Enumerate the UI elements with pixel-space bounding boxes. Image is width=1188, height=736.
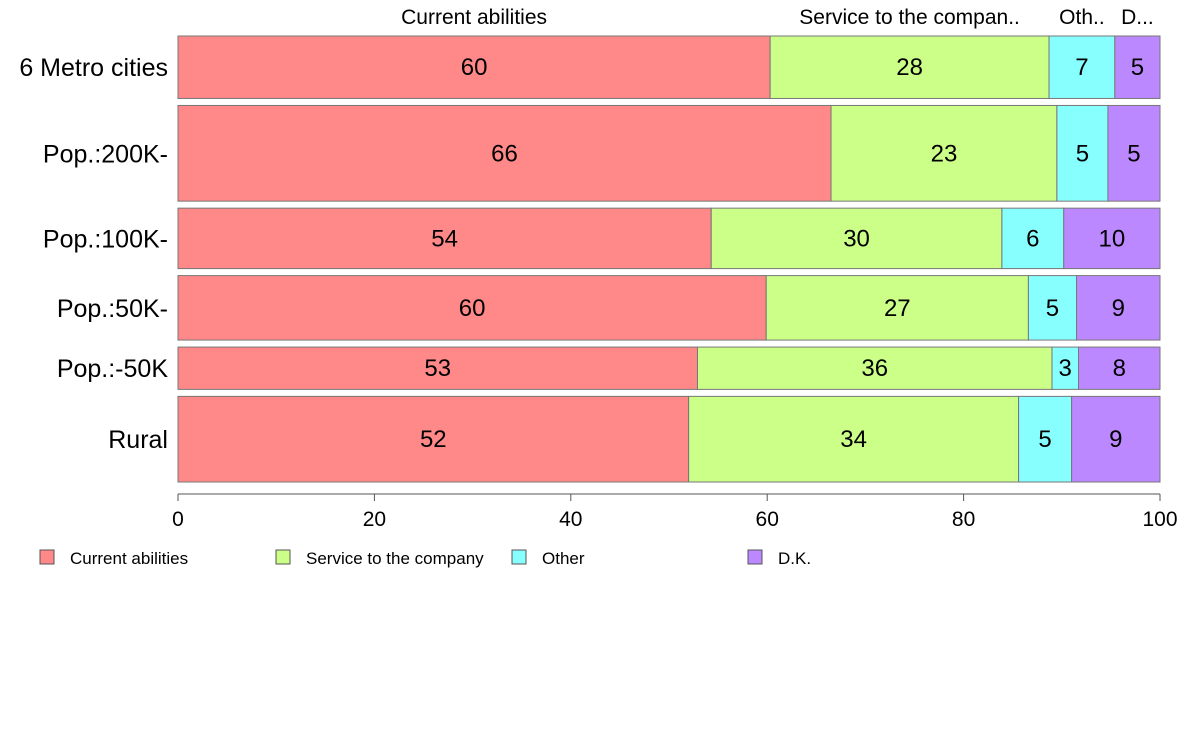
legend-swatch-current-abilities <box>39 549 55 565</box>
bar-d-k-pop-50k <box>1076 275 1161 341</box>
x-tick-label-0: 0 <box>172 508 184 531</box>
bar-service-to-the-company-6-metro-cities <box>769 35 1050 99</box>
bar-d-k-rural <box>1071 395 1161 483</box>
bar-current-abilities-pop-200k <box>177 104 832 202</box>
legend-swatch-other <box>511 549 527 565</box>
bar-service-to-the-company-pop-50k <box>765 275 1029 341</box>
bar-current-abilities-pop-50k <box>177 275 767 341</box>
data-label-current-abilities-6-metro-cities: 60 <box>461 54 488 81</box>
data-label-service-to-the-company-pop-200k: 23 <box>931 140 958 167</box>
data-label-current-abilities-pop-50k: 60 <box>459 295 486 322</box>
bars-area: 60 28 7 5 66 23 5 5 54 30 6 10 60 27 5 9 53 36 3 8 52 34 5 9 <box>177 35 1161 483</box>
bar-service-to-the-company-pop-200k <box>830 104 1058 202</box>
data-label-service-to-the-company-pop-100k: 30 <box>843 225 870 252</box>
data-label-d-k-pop-50k: 9 <box>1112 295 1125 322</box>
row-label-rural: Rural <box>108 426 168 454</box>
x-tick-label-40: 40 <box>559 508 582 531</box>
legend-label-service-to-the-company: Service to the company <box>306 549 484 568</box>
row-label-pop-200k: Pop.:200K- <box>43 140 168 168</box>
bar-d-k-6-metro-cities <box>1114 35 1161 99</box>
row-label-pop-100k: Pop.:100K- <box>43 225 168 253</box>
data-label-current-abilities-pop-100k: 54 <box>431 225 458 252</box>
data-label-other-pop-200k: 5 <box>1076 140 1089 167</box>
bar-d-k-pop-50k <box>1077 346 1161 390</box>
row-labels: 6 Metro cities Pop.:200K- Pop.:100K- Pop.:5… <box>19 54 168 454</box>
data-label-d-k-pop-100k: 10 <box>1099 225 1126 252</box>
data-label-d-k-rural: 9 <box>1109 426 1122 453</box>
row-label-pop-50k: Pop.:-50K <box>57 355 169 383</box>
bar-current-abilities-pop-50k <box>177 346 698 390</box>
bar-other-pop-50k <box>1051 346 1079 390</box>
data-label-other-pop-50k: 3 <box>1059 355 1072 382</box>
top-label-d-k: D... <box>1121 6 1154 29</box>
x-tick-label-80: 80 <box>952 508 975 531</box>
data-label-service-to-the-company-6-metro-cities: 28 <box>896 54 923 81</box>
x-axis: 0 20 40 60 80 100 <box>172 493 1178 531</box>
x-tick-label-20: 20 <box>363 508 386 531</box>
bar-service-to-the-company-rural <box>688 395 1020 483</box>
x-tick-label-100: 100 <box>1142 508 1177 531</box>
legend-swatch-d-k <box>747 549 763 565</box>
data-label-current-abilities-pop-50k: 53 <box>424 355 451 382</box>
bar-current-abilities-6-metro-cities <box>177 35 771 99</box>
data-label-other-pop-100k: 6 <box>1026 225 1039 252</box>
bar-service-to-the-company-pop-50k <box>696 346 1053 390</box>
legend-swatch-service-to-the-company <box>275 549 291 565</box>
bar-current-abilities-rural <box>177 395 690 483</box>
legend-label-other: Other <box>542 549 585 568</box>
data-label-d-k-pop-200k: 5 <box>1127 140 1140 167</box>
row-label-pop-50k: Pop.:50K- <box>57 295 168 323</box>
data-label-service-to-the-company-pop-50k: 27 <box>884 295 911 322</box>
legend: Current abilities Service to the company O… <box>39 549 811 568</box>
bar-d-k-pop-100k <box>1063 207 1161 270</box>
top-label-other: Oth.. <box>1059 6 1105 29</box>
bar-service-to-the-company-pop-100k <box>710 207 1003 270</box>
data-label-service-to-the-company-pop-50k: 36 <box>861 355 888 382</box>
bar-current-abilities-pop-100k <box>177 207 712 270</box>
data-label-d-k-6-metro-cities: 5 <box>1131 54 1144 81</box>
data-label-other-rural: 5 <box>1038 426 1051 453</box>
data-label-service-to-the-company-rural: 34 <box>840 426 867 453</box>
bar-d-k-pop-200k <box>1107 104 1161 202</box>
bar-other-6-metro-cities <box>1048 35 1116 99</box>
data-label-other-6-metro-cities: 7 <box>1075 54 1088 81</box>
data-label-other-pop-50k: 5 <box>1046 295 1059 322</box>
x-tick-label-60: 60 <box>756 508 779 531</box>
legend-label-current-abilities: Current abilities <box>70 549 188 568</box>
top-series-labels: Current abilities Service to the compan..… <box>401 6 1154 29</box>
data-label-d-k-pop-50k: 8 <box>1113 355 1126 382</box>
top-label-service-to-the-company: Service to the compan.. <box>799 6 1020 29</box>
bar-other-pop-200k <box>1056 104 1109 202</box>
legend-label-d-k: D.K. <box>778 549 811 568</box>
row-label-6-metro-cities: 6 Metro cities <box>19 54 168 82</box>
data-label-current-abilities-rural: 52 <box>420 426 447 453</box>
top-label-current-abilities: Current abilities <box>401 6 547 29</box>
data-label-current-abilities-pop-200k: 66 <box>491 140 518 167</box>
bar-other-rural <box>1018 395 1073 483</box>
